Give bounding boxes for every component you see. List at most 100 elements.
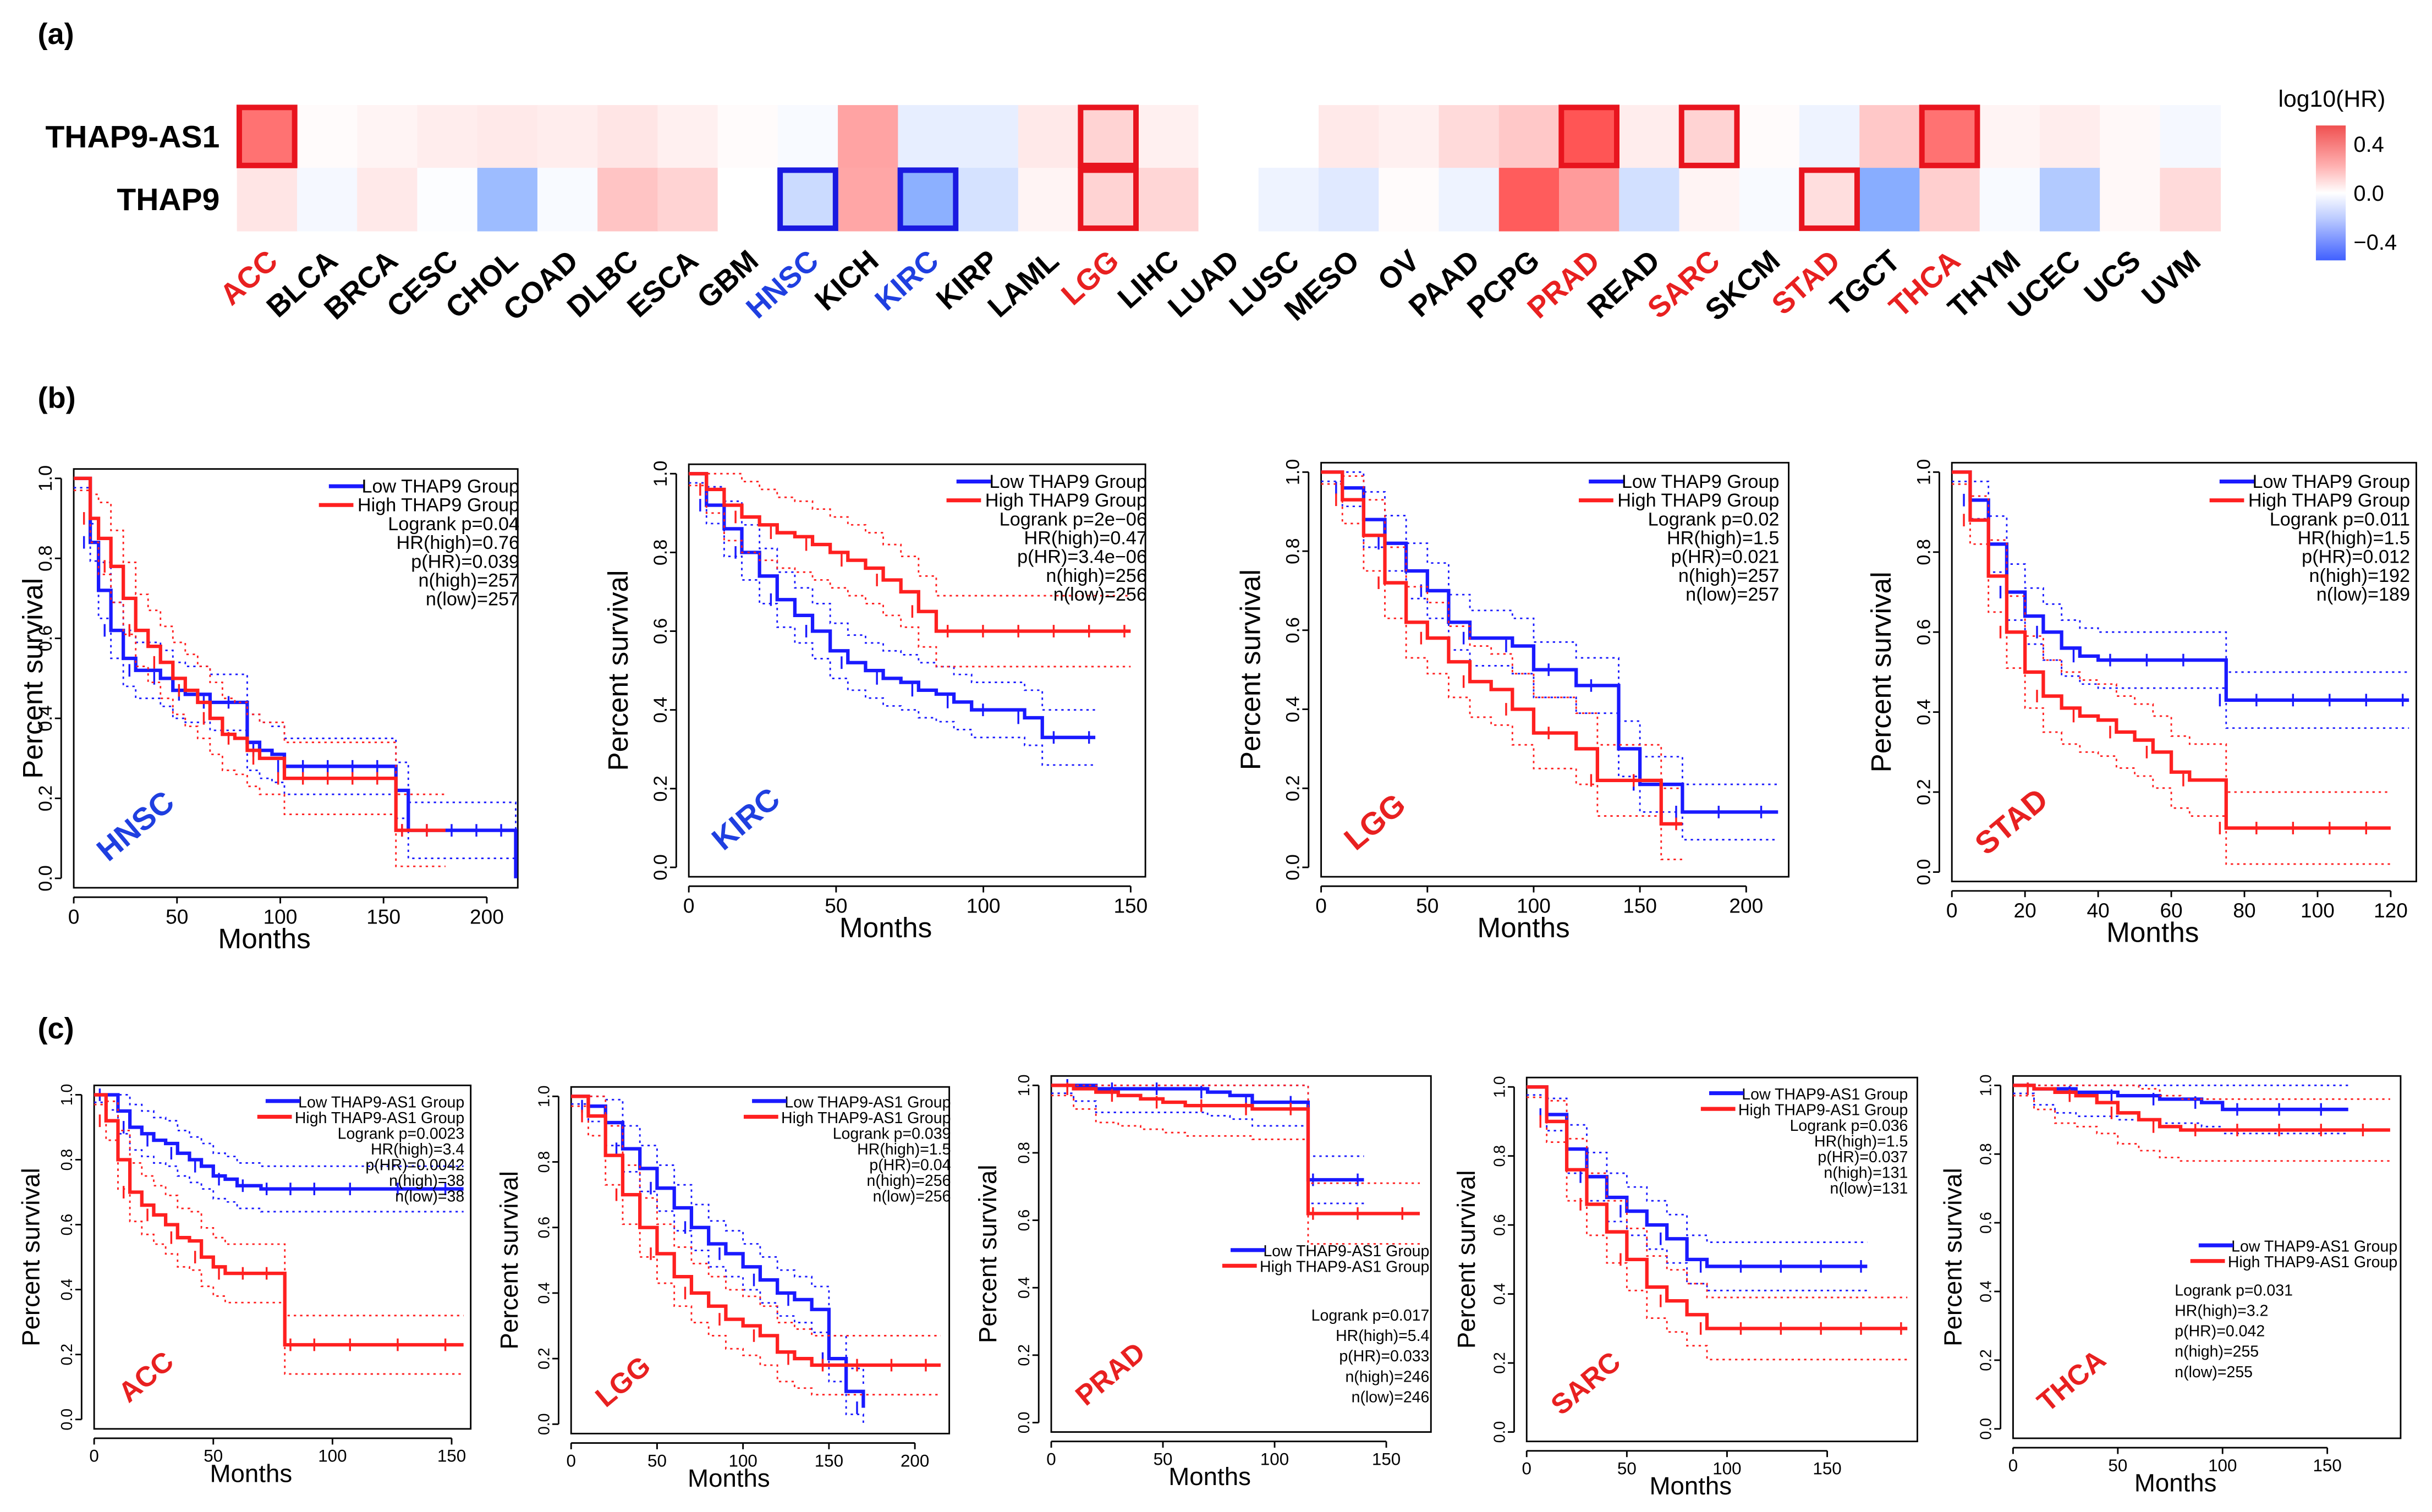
x-tick-label: 150 [437, 1447, 466, 1466]
legend-tick: 0.4 [2353, 133, 2384, 157]
heatmap-cell [1498, 168, 1560, 232]
confidence-band [1952, 483, 2391, 865]
heatmap-cell [898, 105, 959, 169]
stat-line: n(low)=255 [2175, 1363, 2253, 1381]
y-tick-label: 0.0 [1283, 854, 1304, 881]
heatmap-cell [958, 168, 1019, 232]
y-tick-label: 1.0 [1978, 1075, 1995, 1097]
legend-title: log10(HR) [2278, 86, 2385, 112]
legend-tick: −0.4 [2353, 230, 2397, 255]
heatmap-cell [1559, 105, 1620, 169]
stat-line: n(high)=246 [1345, 1368, 1429, 1385]
heatmap-cell [1919, 105, 1981, 169]
plot-frame [688, 463, 1146, 878]
y-tick-label: 0.0 [35, 865, 56, 892]
heatmap-cell [417, 105, 479, 169]
stat-line: n(high)=256 [1046, 565, 1147, 586]
y-tick-label: 0.2 [1978, 1349, 1995, 1371]
heatmap-cell [1439, 168, 1500, 232]
x-tick-label: 0 [1946, 899, 1958, 922]
km-plot-kirc: 0 50 100 150 Months 0.0 0.2 0.4 0.6 0.8 1.0 Percent… [602, 460, 1148, 943]
x-tick-label: 0 [1046, 1449, 1056, 1469]
x-tick-label: 100 [967, 894, 1001, 917]
x-tick-label: 150 [2313, 1456, 2342, 1475]
x-tick-label: 150 [1113, 894, 1148, 917]
stat-line: n(high)=257 [418, 570, 519, 591]
plot-title: ACC [112, 1345, 179, 1409]
x-axis-label: Months [218, 923, 310, 954]
heatmap: THAP9-AS1THAP9ACCBLCABRCACESCCHOLCOADDLB… [45, 105, 2221, 327]
heatmap-cell [1379, 105, 1440, 169]
x-tick-label: 40 [2087, 899, 2110, 922]
panel-label-a: (a) [37, 19, 74, 52]
survival-curve [689, 472, 1096, 739]
confidence-band [74, 490, 446, 867]
x-tick-label: 150 [815, 1451, 843, 1470]
survival-curve [571, 1095, 941, 1367]
survival-curve [2013, 1084, 2348, 1112]
x-tick-label: 50 [1416, 894, 1439, 917]
x-tick-label: 50 [825, 894, 847, 917]
survival-curve [1952, 470, 2391, 830]
heatmap-cell [1679, 105, 1741, 169]
confidence-band [1321, 480, 1778, 841]
heatmap-legend: log10(HR) 0.4 0.0 −0.4 [2278, 86, 2397, 261]
stat-line: p(HR)=3.4e−06 [1017, 547, 1147, 568]
heatmap-cell [597, 168, 658, 232]
y-tick-label: 0.8 [1283, 538, 1304, 564]
heatmap-cell [477, 168, 539, 232]
confidence-band [1952, 471, 2409, 673]
legend-entry: High THAP9 Group [358, 495, 519, 516]
x-tick-label: 100 [318, 1447, 347, 1466]
y-tick-label: 0.2 [1491, 1352, 1508, 1374]
x-tick-label: 80 [2233, 899, 2255, 922]
stat-line: HR(high)=0.76 [397, 532, 520, 553]
heatmap-cell [1619, 168, 1680, 232]
heatmap-cell [1258, 168, 1320, 232]
y-tick-label: 0.2 [535, 1348, 553, 1370]
heatmap-cell [1018, 168, 1079, 232]
y-tick-label: 0.4 [650, 697, 671, 723]
stat-line: HR(high)=0.47 [1024, 528, 1147, 549]
y-tick-label: 0.8 [650, 540, 671, 566]
stat-line: Logrank p=0.04 [388, 514, 519, 535]
km-plot-lgg: 0 50 100 150 200 Months 0.0 0.2 0.4 0.6 0.8 1.0 Perc… [495, 1085, 951, 1492]
y-tick-label: 0.4 [1978, 1280, 1995, 1302]
plot-title: LGG [1338, 787, 1413, 857]
stat-line: p(HR)=0.0042 [365, 1156, 464, 1174]
heatmap-cell [357, 168, 418, 232]
heatmap-cell [1319, 105, 1380, 169]
heatmap-cell [1258, 105, 1320, 169]
heatmap-cell [537, 168, 599, 232]
stat-line: n(high)=192 [2309, 565, 2410, 586]
stat-line: Logrank p=0.011 [2270, 509, 2410, 530]
x-tick-label: 200 [901, 1451, 929, 1470]
y-tick-label: 0.0 [1015, 1412, 1033, 1434]
y-axis-label: Percent survival [17, 578, 48, 779]
plot-frame [1951, 461, 2417, 883]
y-tick-label: 0.0 [535, 1413, 553, 1435]
y-axis-label: Percent survival [1234, 569, 1266, 770]
heatmap-cell [297, 105, 358, 169]
stat-line: HR(high)=1.5 [1814, 1133, 1908, 1151]
x-tick-label: 60 [2160, 899, 2182, 922]
legend-entry: Low THAP9-AS1 Group [1263, 1242, 1429, 1260]
heatmap-cell [1979, 105, 2041, 169]
x-tick-label: 0 [1315, 894, 1327, 917]
x-tick-label: 150 [1813, 1459, 1841, 1478]
plot-title: SARC [1545, 1345, 1626, 1421]
heatmap-cell [958, 105, 1019, 169]
survival-curve [689, 472, 1131, 633]
x-tick-label: 100 [2301, 899, 2335, 922]
confidence-band [74, 487, 517, 878]
heatmap-cell [657, 168, 719, 232]
legend-entry: Low THAP9 Group [2252, 471, 2410, 492]
heatmap-cell [777, 105, 839, 169]
plot-frame [2012, 1075, 2402, 1439]
survival-curve [2013, 1084, 2390, 1132]
stat-line: n(low)=257 [426, 589, 519, 610]
survival-curve [1051, 1084, 1364, 1182]
confidence-band [1527, 1086, 1868, 1243]
y-tick-label: 0.6 [535, 1217, 553, 1239]
